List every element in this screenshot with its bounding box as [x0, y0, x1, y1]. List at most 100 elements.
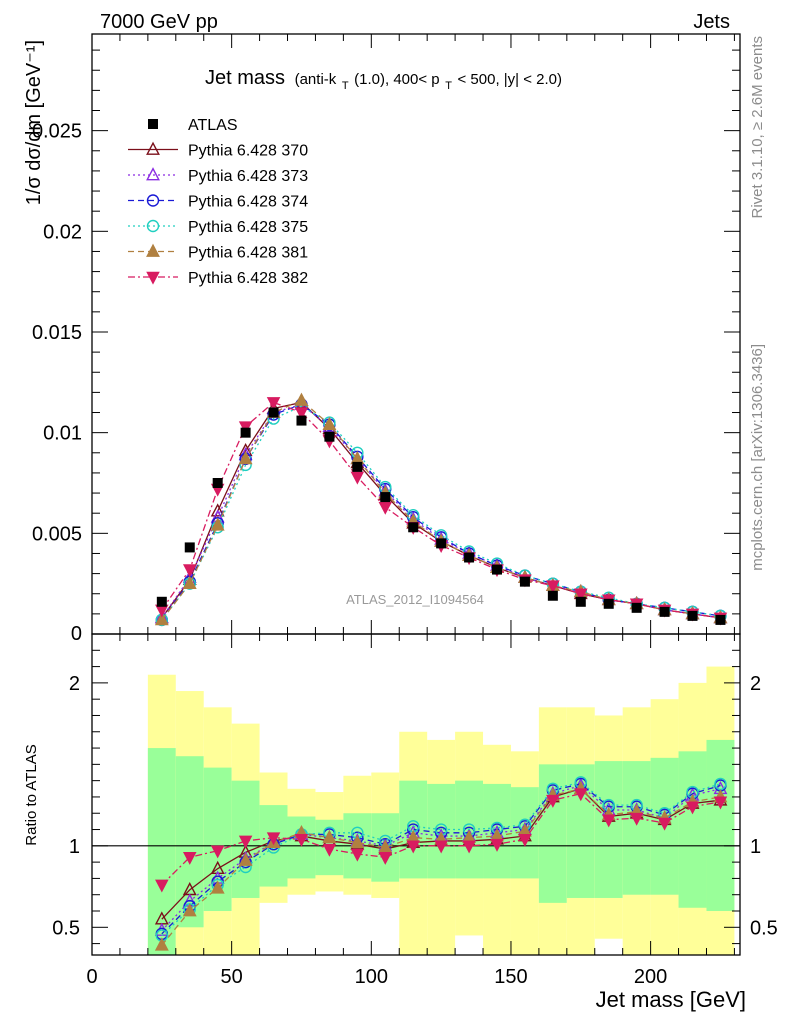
- inner-band-bin: [622, 761, 651, 895]
- ratio-point-p382: [518, 834, 532, 847]
- y-tick-label: 0.02: [43, 221, 82, 243]
- point-p382: [238, 421, 253, 435]
- series-data: [156, 407, 726, 625]
- point-data: [184, 542, 195, 553]
- legend-entry-p374: Pythia 6.428 374: [128, 194, 308, 211]
- ratio-y-tick-label-right: 0.5: [750, 917, 778, 939]
- ratio-y-tick-label: 1: [69, 836, 80, 858]
- point-p382: [294, 407, 309, 421]
- point-data: [380, 492, 391, 503]
- point-p381: [294, 392, 309, 406]
- title-detail-mid: (1.0), 400< p: [354, 71, 439, 88]
- point-p382: [182, 564, 197, 578]
- x-tick-label: 200: [634, 966, 667, 988]
- ratio-point-p382: [462, 840, 476, 854]
- point-data: [436, 538, 447, 549]
- point-data: [603, 598, 614, 609]
- point-data: [156, 596, 167, 607]
- point-p381: [322, 416, 337, 430]
- legend-entry-p373: Pythia 6.428 373: [128, 167, 308, 185]
- point-data: [268, 407, 279, 418]
- point-data: [464, 552, 475, 563]
- legend-marker-p374: [146, 194, 160, 207]
- legend-marker-p381: [146, 243, 160, 257]
- ratio-point-p382: [155, 879, 169, 893]
- legend-entry-p375: Pythia 6.428 375: [128, 219, 308, 236]
- ratio-y-tick-label-right: 1: [750, 836, 761, 858]
- ratio-point-p382: [294, 834, 309, 847]
- y-axis-label-ratio: Ratio to ATLAS: [23, 744, 40, 845]
- x-axis-label: Jet mass [GeV]: [596, 987, 746, 1012]
- ratio-point-p382: [713, 796, 728, 810]
- point-p382: [350, 471, 365, 485]
- y-axis-main: 0.005 0.01 0.015 0.02 0.025 0: [32, 49, 740, 645]
- point-data: [575, 596, 586, 607]
- ratio-point-p382: [546, 794, 560, 808]
- point-p382: [546, 580, 560, 594]
- ratio-point-p382: [210, 845, 225, 859]
- x-axis: 0 50 100 150 200: [86, 634, 735, 988]
- ratio-point-p381: [322, 829, 337, 844]
- ratio-series-p382: [155, 788, 728, 893]
- inner-band-bin: [678, 751, 707, 908]
- point-data: [631, 602, 642, 613]
- y-tick-label-zero: 0: [71, 623, 82, 645]
- legend-entry-p381: Pythia 6.428 381: [128, 243, 308, 262]
- ratio-point-p382: [322, 843, 337, 857]
- title-detail-post: < 500, |y| < 2.0): [457, 71, 562, 88]
- analysis-watermark: ATLAS_2012_I1094564: [346, 592, 484, 607]
- ratio-y-tick-label: 0.5: [52, 917, 80, 939]
- point-p381: [182, 575, 197, 590]
- legend-label-data: ATLAS: [188, 117, 238, 134]
- point-data: [296, 415, 307, 426]
- point-data: [687, 610, 698, 621]
- point-p382: [378, 501, 393, 515]
- x-tick-label: 150: [494, 966, 527, 988]
- ratio-point-p382: [685, 801, 700, 815]
- point-data: [715, 614, 726, 625]
- title-sub2: T: [445, 80, 452, 92]
- point-p381: [210, 517, 225, 531]
- legend-entry-p382: Pythia 6.428 382: [128, 270, 308, 287]
- mcplots-label: mcplots.cern.ch [arXiv:1306.3436]: [749, 344, 766, 571]
- ratio-point-p382: [629, 812, 644, 826]
- point-data: [240, 427, 251, 438]
- series-line-p382: [161, 401, 721, 619]
- main-panel: 0.005 0.01 0.015 0.02 0.025 0: [32, 33, 741, 645]
- ratio-point-p382: [406, 840, 420, 854]
- ratio-line-p375: [161, 781, 721, 936]
- inner-band-bin: [399, 780, 428, 879]
- legend-label-p381: Pythia 6.428 381: [188, 245, 308, 262]
- y-tick-label: 0.015: [32, 322, 82, 344]
- legend-entry-data: ATLAS: [148, 117, 238, 134]
- legend-marker-p370: [146, 141, 160, 155]
- point-data: [352, 461, 363, 472]
- point-p381: [238, 451, 253, 465]
- ratio-y-tick-label: 2: [69, 673, 80, 695]
- ratio-y-tick-label-right: 2: [750, 673, 761, 695]
- point-p382: [574, 588, 588, 602]
- ratio-point-p381: [182, 903, 197, 917]
- point-data: [324, 431, 335, 442]
- ratio-point-p382: [574, 788, 588, 802]
- ratio-point-p382: [490, 838, 504, 852]
- ratio-frame: [91, 633, 741, 956]
- x-tick-label: 100: [355, 966, 388, 988]
- ratio-point-p381: [238, 852, 253, 866]
- title-main: Jet mass: [205, 67, 285, 89]
- point-data: [492, 564, 502, 575]
- point-data: [519, 576, 530, 587]
- uncertainty-bands: [147, 666, 735, 955]
- y-axis-ratio: 0.5 0.5 1 1 2 2: [52, 649, 778, 945]
- header-left: 7000 GeV pp: [100, 11, 218, 33]
- ratio-line-p374: [161, 783, 721, 935]
- legend: ATLAS Pythia 6.428 370 Pythia 6.428 373 Pyt…: [128, 117, 308, 287]
- point-p381: [154, 612, 169, 626]
- y-axis-label-main: 1/σ dσ/dm [GeV⁻¹]: [23, 40, 45, 205]
- plot-title: Jet mass (anti-k T (1.0), 400< p T < 500…: [205, 67, 562, 94]
- ratio-point-p381: [154, 937, 169, 951]
- y-tick-label: 0.01: [43, 423, 82, 445]
- y-tick-label: 0.025: [32, 121, 82, 143]
- legend-label-p382: Pythia 6.428 382: [188, 270, 308, 287]
